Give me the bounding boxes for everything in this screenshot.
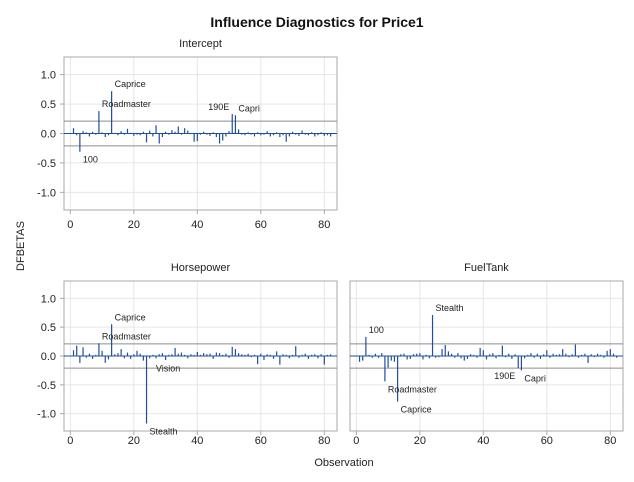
y-tick-label: 0.5 [41,322,56,334]
point-label: Capri [524,373,546,383]
point-label: Roadmaster [102,99,151,109]
y-axis-label: DFBETAS [15,221,27,271]
point-label: Caprice [401,405,432,415]
point-label: 100 [83,155,98,165]
x-tick-label: 40 [191,435,203,447]
point-label: 190E [208,102,229,112]
x-tick-label: 80 [318,435,330,447]
point-label: Caprice [115,312,146,322]
point-label: Roadmaster [102,331,151,341]
point-label: Vision [156,364,180,374]
x-tick-label: 60 [255,435,267,447]
y-tick-label: -1.0 [37,187,56,199]
x-tick-label: 80 [604,435,616,447]
point-label: 190E [494,371,515,381]
y-tick-label: 1.0 [41,293,56,305]
panels: Intercept -1.0 -0.5 0.0 0.5 1.0 0 20 40 60 80 100 Ro… [37,38,624,447]
x-tick-label: 60 [541,435,553,447]
panel-fueltank: FuelTank 0 20 40 60 80 100 Roadmaster Caprice Ste… [349,262,624,447]
panel-title: FuelTank [464,262,509,274]
point-label: Capri [238,103,260,113]
y-tick-label: 0.5 [41,99,56,111]
x-tick-label: 20 [414,435,426,447]
panel-horsepower: Horsepower -1.0 -0.5 0.0 0.5 1.0 0 20 40 60 80 Road… [37,262,338,447]
point-label: Stealth [436,303,464,313]
x-tick-label: 80 [318,219,330,231]
y-tick-label: -0.5 [37,380,56,392]
y-tick-label: 0.0 [41,351,56,363]
x-tick-label: 60 [255,219,267,231]
x-tick-label: 20 [128,435,140,447]
y-tick-label: 1.0 [41,70,56,82]
panel-intercept: Intercept -1.0 -0.5 0.0 0.5 1.0 0 20 40 60 80 100 Ro… [37,38,338,231]
x-tick-label: 40 [191,219,203,231]
y-tick-label: -0.5 [37,158,56,170]
y-tick-label: -1.0 [37,409,56,421]
figure-title: Influence Diagnostics for Price1 [210,14,423,30]
y-tick-label: 0.0 [41,129,56,141]
x-tick-label: 0 [353,435,359,447]
x-tick-label: 0 [67,435,73,447]
x-tick-label: 20 [128,219,140,231]
point-label: Caprice [115,79,146,89]
point-label: Stealth [150,427,178,437]
x-tick-label: 40 [477,435,489,447]
point-label: 100 [369,325,384,335]
x-axis-label: Observation [314,457,373,469]
panel-title: Horsepower [171,262,231,274]
x-tick-label: 0 [67,219,73,231]
panel-title: Intercept [179,38,222,50]
point-label: Roadmaster [388,384,437,394]
